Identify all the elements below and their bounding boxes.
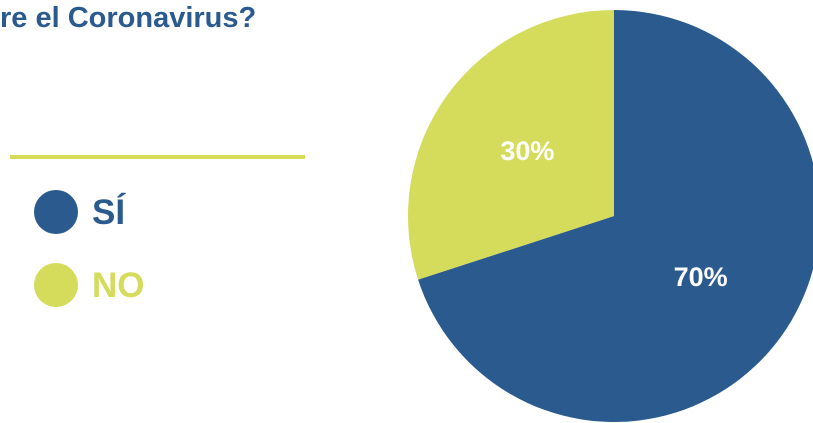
legend-swatch-no bbox=[34, 263, 78, 307]
legend-label-si: SÍ bbox=[92, 192, 126, 232]
title-divider bbox=[10, 155, 305, 159]
legend-swatch-si bbox=[34, 190, 78, 234]
legend: SÍ NO bbox=[34, 190, 145, 343]
chart-title: re el Coronavirus? bbox=[0, 2, 257, 34]
pie-label-si: 70% bbox=[674, 262, 728, 292]
legend-item-si: SÍ bbox=[34, 190, 145, 234]
pie-slice-no bbox=[408, 10, 614, 280]
pie-label-no: 30% bbox=[500, 136, 554, 166]
legend-label-no: NO bbox=[92, 265, 145, 305]
pie-slice-s bbox=[418, 10, 813, 422]
legend-item-no: NO bbox=[34, 263, 145, 307]
